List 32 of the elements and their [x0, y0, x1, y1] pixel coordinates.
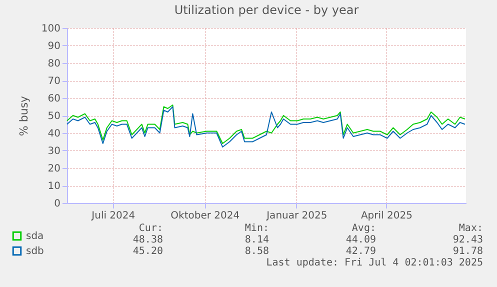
legend-label: sda	[26, 231, 44, 242]
text: Last update: Fri Jul 4 02:01:03 2025	[266, 258, 483, 268]
y-tick-label: 50	[48, 111, 60, 122]
legend-label: sdb	[26, 246, 44, 257]
text: 42.79	[346, 246, 376, 257]
text: 91.78	[452, 246, 483, 257]
text: Max:	[458, 223, 483, 234]
y-tick-label: 60	[48, 94, 60, 104]
y-tick-label: 70	[48, 76, 60, 87]
text: 44.09	[346, 234, 376, 246]
x-tick-label: Januar 2025	[266, 210, 328, 222]
y-tick-label: 40	[48, 128, 60, 140]
text: Min:	[244, 223, 269, 234]
x-tick-label: April 2025	[360, 210, 412, 222]
y-tick-label: 0	[54, 198, 60, 210]
y-axis-title: % busy	[17, 95, 30, 136]
y-tick-label: 80	[48, 58, 60, 70]
text: 45.20	[132, 246, 163, 257]
text: 8.14	[244, 234, 269, 246]
text: Cur:	[138, 223, 163, 234]
y-tick-label: 30	[48, 146, 60, 157]
y-tick-label: 100	[41, 24, 60, 34]
y-tick-label: 20	[48, 164, 60, 174]
text: Avg:	[352, 223, 376, 234]
y-tick-label: 10	[48, 181, 60, 192]
text: 92.43	[452, 234, 483, 246]
x-tick-label: Juli 2024	[90, 210, 136, 222]
x-tick-label: Oktober 2024	[170, 210, 240, 222]
text: 48.38	[132, 234, 163, 246]
chart-title: Utilization per device - by year	[174, 3, 359, 17]
text: 8.58	[244, 246, 269, 257]
y-tick-label: 90	[48, 41, 60, 52]
